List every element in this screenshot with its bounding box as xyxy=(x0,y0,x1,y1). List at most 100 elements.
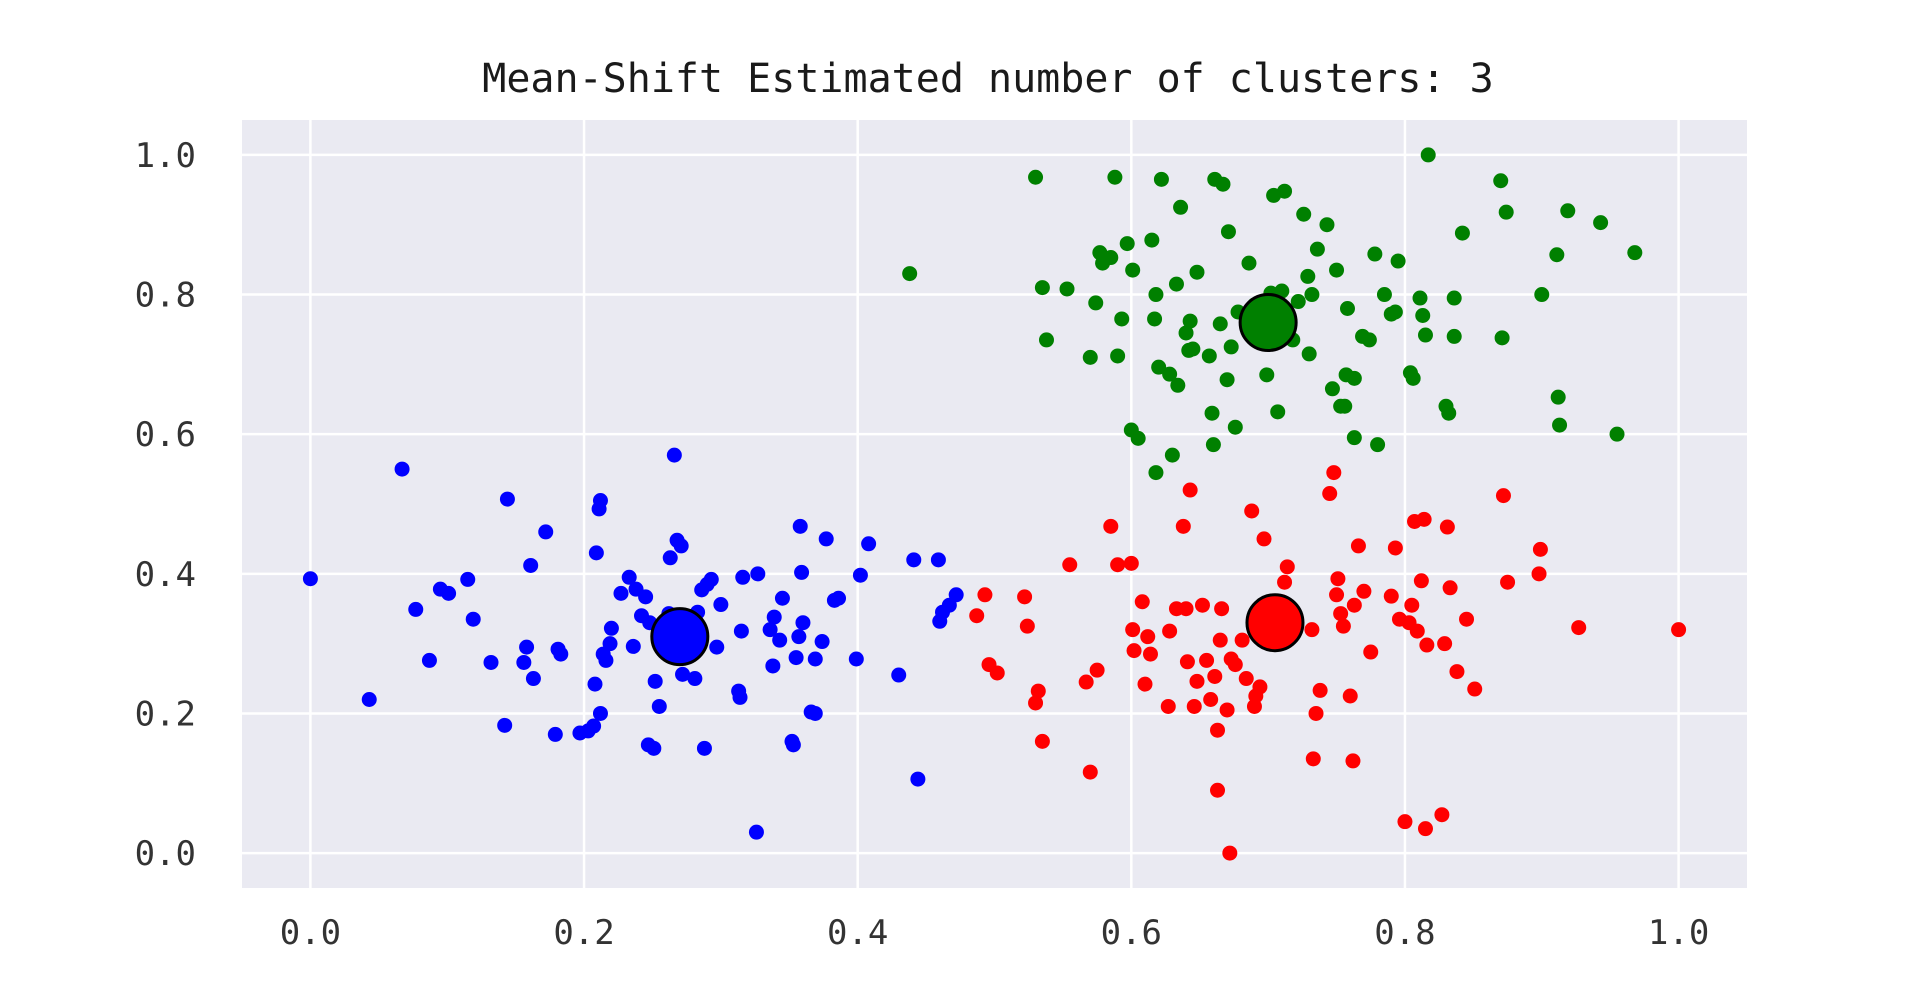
y-tick-label: 0.2 xyxy=(135,694,196,734)
data-point xyxy=(1300,268,1316,284)
data-point xyxy=(1279,559,1295,575)
data-point xyxy=(638,589,654,605)
data-point xyxy=(906,552,922,568)
data-point xyxy=(483,654,499,670)
data-point xyxy=(1370,437,1386,453)
data-point xyxy=(1552,417,1568,433)
data-point xyxy=(1387,540,1403,556)
data-point xyxy=(1532,541,1548,557)
cluster-center xyxy=(1245,593,1305,653)
data-point xyxy=(673,538,689,554)
data-point xyxy=(1290,294,1306,310)
data-point xyxy=(1148,287,1164,303)
data-point xyxy=(794,564,810,580)
y-tick-label: 0.6 xyxy=(135,415,196,455)
data-point xyxy=(516,654,532,670)
data-point xyxy=(613,585,629,601)
data-point xyxy=(1173,199,1189,215)
data-point xyxy=(1107,169,1123,185)
data-point xyxy=(1534,287,1550,303)
x-tick-label: 0.0 xyxy=(280,913,341,953)
data-point xyxy=(1137,676,1153,692)
data-point xyxy=(1185,341,1201,357)
data-point xyxy=(1220,224,1236,240)
data-point xyxy=(588,545,604,561)
data-point xyxy=(1147,311,1163,327)
data-point xyxy=(1210,722,1226,738)
data-point xyxy=(361,691,377,707)
data-point xyxy=(788,650,804,666)
data-point xyxy=(1405,370,1421,386)
data-point xyxy=(598,652,614,668)
data-point xyxy=(1189,673,1205,689)
data-point xyxy=(497,717,513,733)
data-point xyxy=(666,447,682,463)
data-point xyxy=(1227,657,1243,673)
data-point xyxy=(1439,519,1455,535)
data-point xyxy=(948,587,964,603)
data-point xyxy=(1125,622,1141,638)
data-point xyxy=(1256,531,1272,547)
data-point xyxy=(519,639,535,655)
data-point xyxy=(1164,447,1180,463)
x-tick-label: 0.4 xyxy=(827,913,888,953)
data-point xyxy=(750,566,766,582)
y-tick-label: 1.0 xyxy=(135,136,196,176)
data-point xyxy=(1034,733,1050,749)
data-point xyxy=(592,493,608,509)
data-point xyxy=(1387,304,1403,320)
data-point xyxy=(1345,753,1361,769)
data-point xyxy=(1030,683,1046,699)
data-point xyxy=(910,771,926,787)
data-point xyxy=(1383,588,1399,604)
data-point xyxy=(1244,503,1260,519)
data-point xyxy=(1326,465,1342,481)
data-point xyxy=(703,571,719,587)
data-point xyxy=(1160,698,1176,714)
data-point xyxy=(807,705,823,721)
cluster-center xyxy=(1238,292,1298,352)
data-point xyxy=(1126,643,1142,659)
data-point xyxy=(732,689,748,705)
data-point xyxy=(1214,601,1230,617)
data-point xyxy=(848,651,864,667)
y-tick-label: 0.8 xyxy=(135,276,196,316)
data-point xyxy=(1301,346,1317,362)
data-point xyxy=(818,531,834,547)
data-point xyxy=(852,567,868,583)
y-axis-ticks: 0.0 0.2 0.4 0.6 0.8 1.0 xyxy=(135,136,196,874)
data-point xyxy=(977,587,993,603)
data-point xyxy=(1322,486,1338,502)
data-point xyxy=(1179,654,1195,670)
data-point xyxy=(1062,557,1078,573)
cluster-center xyxy=(650,607,710,667)
data-point xyxy=(1390,253,1406,269)
data-point xyxy=(1571,620,1587,636)
data-point xyxy=(774,590,790,606)
data-point xyxy=(1417,821,1433,837)
data-point xyxy=(1110,348,1126,364)
data-point xyxy=(1170,377,1186,393)
data-point xyxy=(1270,404,1286,420)
data-point xyxy=(1434,807,1450,823)
data-point xyxy=(1333,606,1349,622)
data-point xyxy=(1419,637,1435,653)
data-point xyxy=(1350,538,1366,554)
data-point xyxy=(1199,652,1215,668)
data-point xyxy=(1319,217,1335,233)
x-tick-label: 0.8 xyxy=(1374,913,1435,953)
data-point xyxy=(1038,332,1054,348)
data-point xyxy=(1028,695,1044,711)
data-point xyxy=(1082,764,1098,780)
data-point xyxy=(1363,644,1379,660)
data-point xyxy=(1330,571,1346,587)
data-point xyxy=(621,569,637,585)
data-point xyxy=(625,638,641,654)
data-point xyxy=(547,726,563,742)
data-point xyxy=(1034,280,1050,296)
data-point xyxy=(1304,622,1320,638)
data-point xyxy=(807,651,823,667)
data-point xyxy=(1204,405,1220,421)
data-point xyxy=(646,740,662,756)
